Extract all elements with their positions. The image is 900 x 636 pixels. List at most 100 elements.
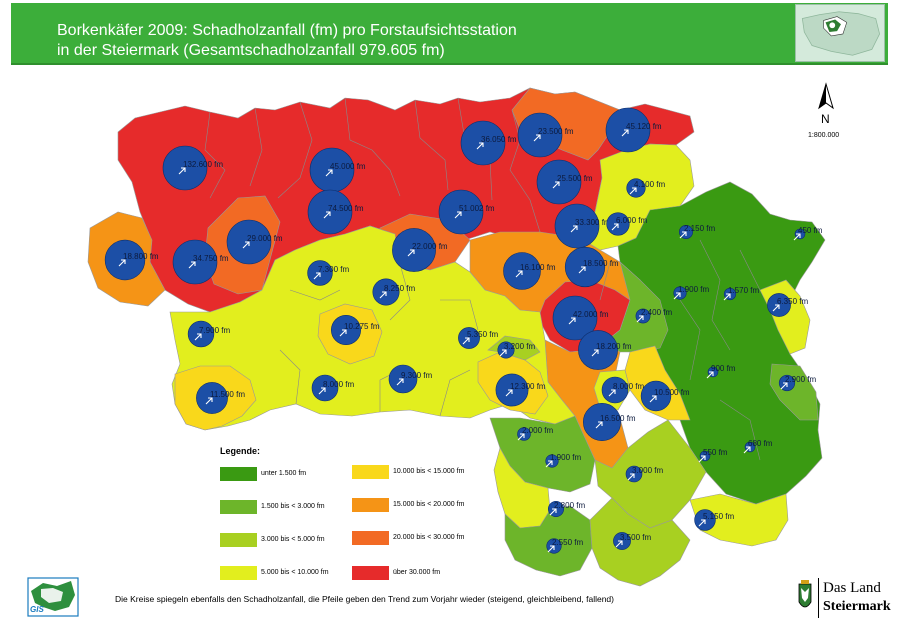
- station-marker: 1.900 fm: [545, 453, 581, 468]
- legend-swatch: [220, 533, 257, 547]
- trend-arrow-icon: [454, 211, 462, 219]
- legend-label: unter 1.500 fm: [261, 470, 307, 477]
- station-label: 5.150 fm: [703, 512, 734, 521]
- station-label: 1.570 fm: [728, 286, 759, 295]
- trend-arrow-icon: [339, 329, 347, 337]
- trend-arrow-icon: [118, 259, 126, 267]
- station-label: 3.500 fm: [620, 533, 651, 542]
- station-label: 1.900 fm: [678, 285, 709, 294]
- station-label: 2.000 fm: [522, 426, 553, 435]
- trend-arrow-icon: [407, 249, 415, 257]
- station-marker: 6.000 fm: [606, 212, 647, 236]
- trend-arrow-icon: [621, 129, 629, 137]
- station-label: 3.200 fm: [504, 342, 535, 351]
- station-marker: 3.500 fm: [613, 532, 651, 550]
- station-label: 45.120 fm: [626, 122, 662, 131]
- station-marker: 23.500 fm: [517, 112, 574, 158]
- trend-arrow-icon: [568, 317, 576, 325]
- station-label: 7.900 fm: [199, 326, 230, 335]
- legend-swatch: [220, 500, 257, 514]
- map-title-line-1: Borkenkäfer 2009: Schadholzanfall (fm) p…: [57, 22, 517, 39]
- trend-arrow-icon: [743, 446, 751, 454]
- station-label: 22.000 fm: [412, 242, 448, 251]
- station-label: 11.500 fm: [210, 390, 245, 399]
- station-label: 9.300 fm: [401, 371, 432, 380]
- trend-arrow-icon: [698, 455, 706, 463]
- trend-arrow-icon: [629, 187, 637, 195]
- station-label: 10.275 fm: [344, 322, 380, 331]
- station-marker: 18.800 fm: [104, 239, 159, 281]
- legend-label: 20.000 bis < 30.000 fm: [393, 534, 465, 541]
- station-marker: 8.250 fm: [372, 278, 415, 306]
- station-label: 18.200 fm: [596, 342, 632, 351]
- trend-arrow-icon: [188, 261, 196, 269]
- station-label: 29.000 fm: [247, 234, 283, 243]
- station-marker: 132.600 fm: [162, 145, 223, 191]
- trend-arrow-icon: [505, 389, 513, 397]
- legend-title: Legende:: [220, 446, 261, 456]
- trend-arrow-icon: [608, 389, 616, 397]
- land-steiermark-logo: Das Land Steiermark: [796, 578, 891, 620]
- station-label: 8.000 fm: [613, 382, 644, 391]
- trend-arrow-icon: [323, 211, 331, 219]
- station-label: 5.350 fm: [467, 330, 498, 339]
- legend-swatch: [352, 531, 389, 545]
- station-marker: 42.000 fm: [552, 295, 609, 341]
- station-marker: 3.200 fm: [497, 341, 535, 359]
- trend-arrow-icon: [499, 349, 507, 357]
- station-marker: 25.500 fm: [536, 159, 593, 205]
- station-label: 42.000 fm: [573, 310, 609, 319]
- station-marker: 51.002 fm: [438, 189, 495, 235]
- scale-label: 1:800.000: [808, 132, 839, 139]
- trend-arrow-icon: [780, 382, 788, 390]
- trend-arrow-icon: [611, 223, 619, 231]
- trend-arrow-icon: [515, 270, 523, 278]
- station-marker: 8.000 fm: [601, 376, 644, 404]
- trend-arrow-icon: [242, 241, 250, 249]
- station-label: 34.750 fm: [193, 254, 229, 263]
- station-label: 6.000 fm: [616, 216, 647, 225]
- station-label: 2.400 fm: [641, 308, 672, 317]
- region-south-lime: [589, 497, 691, 587]
- station-label: 23.500 fm: [538, 127, 574, 136]
- station-label: 16.100 fm: [520, 263, 556, 272]
- trend-arrow-icon: [547, 545, 555, 553]
- station-marker: 18.200 fm: [578, 330, 632, 370]
- station-marker: 550 fm: [698, 448, 728, 463]
- station-marker: 33.300 fm: [554, 203, 611, 249]
- station-marker: 2.900 fm: [778, 374, 816, 392]
- station-label: 550 fm: [703, 448, 728, 457]
- station-label: 2.150 fm: [684, 224, 715, 233]
- trend-arrow-icon: [636, 315, 644, 323]
- trend-arrow-icon: [698, 519, 706, 527]
- station-label: 450 fm: [798, 226, 823, 235]
- gis-logo-text: GIS: [30, 605, 44, 614]
- trend-arrow-icon: [517, 433, 525, 441]
- station-label: 900 fm: [711, 364, 736, 373]
- station-marker: 2.800 fm: [547, 500, 585, 517]
- legend-swatch: [352, 465, 389, 479]
- trend-arrow-icon: [325, 169, 333, 177]
- station-marker: 10.275 fm: [330, 314, 380, 345]
- station-label: 132.600 fm: [183, 160, 223, 169]
- station-label: 16.500 fm: [600, 414, 636, 423]
- station-marker: 36.050 fm: [460, 120, 517, 166]
- station-label: 1.900 fm: [550, 453, 581, 462]
- map-caption: Die Kreise spiegeln ebenfalls den Schadh…: [115, 594, 614, 604]
- trend-arrow-icon: [205, 397, 213, 405]
- station-label: 7.300 fm: [318, 265, 349, 274]
- station-label: 12.300 fm: [510, 382, 546, 391]
- trend-arrow-icon: [318, 387, 326, 395]
- trend-arrow-icon: [679, 231, 687, 239]
- station-label: 18.500 fm: [583, 259, 619, 268]
- station-marker: 11.500 fm: [196, 382, 245, 414]
- station-marker: 450 fm: [793, 226, 823, 241]
- station-label: 8.000 fm: [323, 380, 354, 389]
- station-marker: 10.500 fm: [640, 380, 690, 412]
- trend-arrow-icon: [313, 272, 321, 280]
- trend-arrow-icon: [723, 293, 731, 301]
- station-marker: 4.100 fm: [626, 178, 665, 198]
- trend-arrow-icon: [379, 291, 387, 299]
- station-marker: 45.000 fm: [309, 147, 366, 193]
